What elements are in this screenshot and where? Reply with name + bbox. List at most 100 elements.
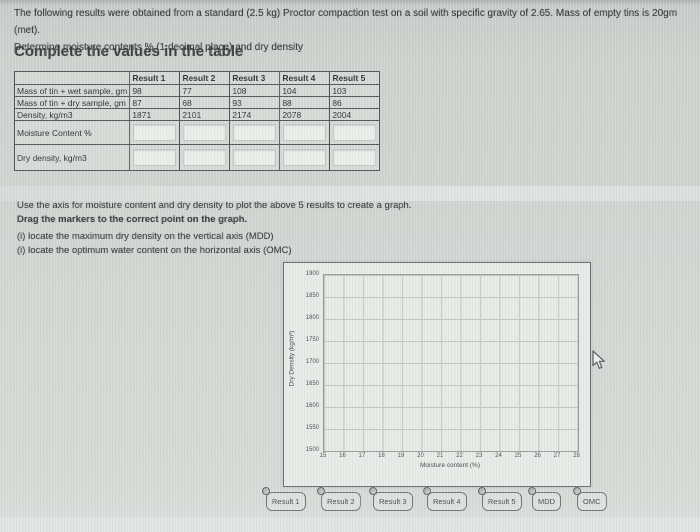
moisture-content-input-5[interactable]: [333, 124, 377, 141]
x-tick: 19: [397, 453, 405, 459]
table-header-row: Result 1 Result 2 Result 3 Result 4 Resu…: [13, 71, 381, 85]
moisture-content-input-3[interactable]: [233, 124, 277, 141]
cell-value: 68: [179, 96, 231, 109]
row-label: Dry density, kg/m3: [13, 144, 131, 171]
table-row-moisture-content: Moisture Content %: [13, 120, 381, 145]
y-tick: 1850: [305, 293, 319, 299]
marker-result-4[interactable]: Result 4: [423, 487, 467, 511]
table-row-density: Density, kg/m3 1871 2101 2174 2078 2004: [13, 108, 381, 121]
marker-omc[interactable]: OMC: [573, 487, 607, 511]
table-corner-cell: [13, 71, 131, 85]
row-label: Density, kg/m3: [13, 108, 131, 121]
table-row-wet-sample: Mass of tin + wet sample, gm 98 77 108 1…: [13, 84, 381, 97]
intro-text: The following results were obtained from…: [14, 5, 692, 56]
cell-value: 93: [229, 96, 281, 109]
instruction-line-2: Drag the markers to the correct point on…: [17, 214, 248, 225]
drag-pin-icon: [369, 487, 377, 495]
cell-value: 108: [229, 84, 281, 97]
marker-label: OMC: [583, 497, 601, 506]
x-axis-label: Moisture content (%): [420, 462, 480, 469]
x-tick: 20: [417, 453, 424, 459]
x-tick: 16: [339, 453, 346, 459]
intro-line-2: Determine moisture contents % (1 decimal…: [14, 42, 304, 53]
row-label: Moisture Content %: [13, 120, 131, 145]
y-tick: 1750: [305, 337, 319, 343]
mouse-cursor-icon: [592, 350, 605, 369]
cell-value: 2004: [329, 108, 381, 121]
x-tick: 23: [475, 453, 483, 459]
moisture-content-input-1[interactable]: [133, 124, 177, 141]
cell-value: 2174: [229, 108, 281, 121]
marker-label: MDD: [538, 497, 556, 506]
x-tick: 27: [553, 453, 561, 459]
cell-value: 98: [129, 84, 181, 97]
cell-value: 104: [279, 84, 331, 97]
instruction-line-1: Use the axis for moisture content and dr…: [17, 200, 412, 211]
graph-panel: Dry Density (kg/m³) Moisture content (%)…: [283, 262, 591, 487]
bottom-band: [0, 517, 700, 532]
x-tick: 21: [436, 453, 444, 459]
x-tick: 22: [456, 453, 463, 459]
y-tick: 1650: [305, 381, 319, 387]
cell-value: 87: [129, 96, 181, 109]
col-header-result-1: Result 1: [129, 71, 181, 85]
cell-value: 2101: [179, 108, 231, 121]
cell-value: 77: [179, 84, 231, 97]
cell-value: 88: [279, 96, 331, 109]
x-tick: 26: [534, 453, 541, 459]
row-label: Mass of tin + dry sample, gm: [13, 96, 131, 109]
dry-density-input-3[interactable]: [233, 149, 277, 166]
section-divider: [0, 186, 700, 201]
marker-result-3[interactable]: Result 3: [369, 487, 413, 511]
marker-label: Result 5: [488, 497, 516, 506]
col-header-result-5: Result 5: [329, 71, 381, 85]
x-tick: 25: [514, 453, 522, 459]
cell-value: 2078: [279, 108, 331, 121]
y-tick: 1500: [305, 447, 319, 453]
moisture-content-input-2[interactable]: [183, 124, 227, 141]
y-tick: 1800: [305, 315, 319, 321]
moisture-content-input-4[interactable]: [283, 124, 327, 141]
col-header-result-4: Result 4: [279, 71, 331, 85]
x-tick: 28: [573, 453, 580, 459]
cell-value: 103: [329, 84, 381, 97]
results-table: Result 1 Result 2 Result 3 Result 4 Resu…: [13, 71, 381, 171]
dry-density-input-2[interactable]: [183, 149, 227, 166]
plot-area[interactable]: [323, 274, 579, 452]
x-tick: 18: [378, 453, 385, 459]
table-row-dry-sample: Mass of tin + dry sample, gm 87 68 93 88…: [13, 96, 381, 109]
marker-mdd[interactable]: MDD: [528, 487, 562, 511]
dry-density-input-5[interactable]: [333, 149, 377, 166]
marker-label: Result 4: [433, 497, 461, 506]
intro-line-1: The following results were obtained from…: [14, 8, 678, 36]
cell-value: 1871: [129, 108, 181, 121]
instructions: Use the axis for moisture content and dr…: [17, 199, 411, 258]
col-header-result-2: Result 2: [179, 71, 231, 85]
x-tick: 17: [358, 453, 366, 459]
y-tick: 1550: [305, 425, 319, 431]
marker-result-1[interactable]: Result 1: [262, 487, 306, 511]
drag-pin-icon: [262, 487, 270, 495]
y-tick: 1700: [305, 359, 319, 365]
marker-result-5[interactable]: Result 5: [478, 487, 522, 511]
row-label: Mass of tin + wet sample, gm: [13, 84, 131, 97]
drag-pin-icon: [478, 487, 486, 495]
marker-label: Result 3: [379, 497, 407, 506]
marker-label: Result 1: [272, 497, 300, 506]
section-title: Complete the values in the table: [14, 43, 244, 60]
instruction-omc: (i) locate the optimum water content on …: [17, 245, 292, 256]
cell-value: 86: [329, 96, 381, 109]
marker-result-2[interactable]: Result 2: [317, 487, 361, 511]
drag-pin-icon: [317, 487, 325, 495]
y-tick: 1600: [305, 403, 319, 409]
x-tick: 24: [495, 453, 502, 459]
x-tick: 15: [319, 453, 327, 459]
dry-density-input-1[interactable]: [133, 149, 177, 166]
table-row-dry-density: Dry density, kg/m3: [13, 144, 381, 171]
col-header-result-3: Result 3: [229, 71, 281, 85]
instruction-mdd: (i) locate the maximum dry density on th…: [17, 231, 274, 242]
dry-density-input-4[interactable]: [283, 149, 327, 166]
y-tick: 1900: [305, 271, 319, 277]
marker-label: Result 2: [327, 497, 355, 506]
